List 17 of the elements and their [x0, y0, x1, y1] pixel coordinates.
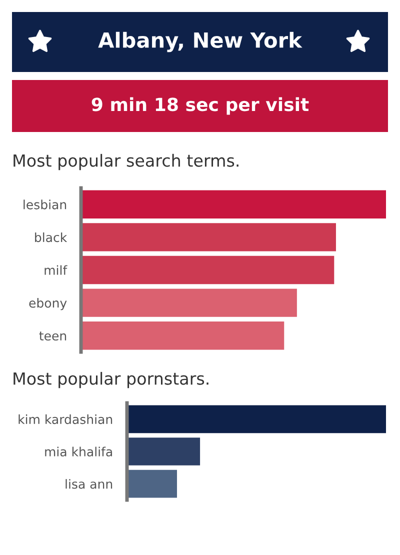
y-tick-label: ebony: [29, 298, 67, 310]
text: Albany, New York: [98, 32, 302, 52]
bar: [81, 256, 334, 284]
y-tick-label: teen: [39, 332, 66, 341]
text: 9 min 18 sec per visit: [92, 97, 309, 115]
y-tick-label: kim kardashian: [18, 414, 112, 424]
y-tick-label: lisa ann: [66, 479, 112, 489]
bar: [81, 223, 336, 252]
y-tick-label: black: [35, 232, 68, 242]
y-tick-label: milf: [44, 265, 68, 275]
chart-title: Most popular pornstars.: [14, 372, 208, 388]
bar: [81, 288, 297, 317]
bar: [81, 321, 284, 350]
y-tick-label: mia khalifa: [45, 446, 112, 456]
bar: [81, 190, 386, 219]
y-tick-label: lesbian: [24, 200, 66, 210]
chart-title: Most popular search terms.: [14, 154, 238, 170]
